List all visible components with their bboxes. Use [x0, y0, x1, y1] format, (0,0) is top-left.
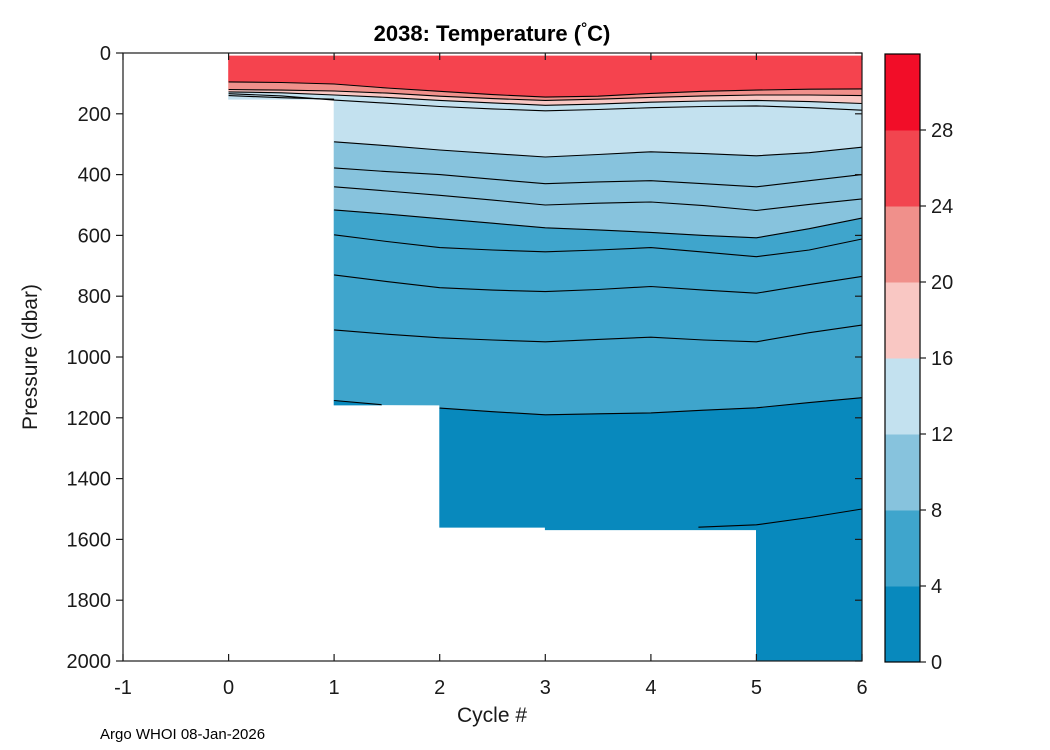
colorbar-tick-label: 8: [931, 500, 942, 522]
x-tick-label: -1: [114, 677, 132, 699]
colorbar-cell-8-12C: [885, 434, 920, 511]
colorbar-tick-label: 24: [931, 196, 953, 218]
colorbar-tick-label: 12: [931, 424, 953, 446]
contour-line-14C: [228, 93, 863, 112]
x-tick-label: 6: [856, 677, 867, 699]
colorbar-cell-24-28C: [885, 130, 920, 207]
x-tick-label: 3: [540, 677, 551, 699]
y-tick-label: 1400: [67, 469, 112, 491]
colorbar-tick-label: 16: [931, 348, 953, 370]
contour-line-6C: [334, 274, 863, 294]
contour-band-0-4C: [439, 397, 863, 662]
contour-band-4-8C: [333, 209, 863, 416]
colorbar-tick-label: 0: [931, 652, 942, 674]
colorbar-cell-0-4C: [885, 586, 920, 663]
contour-line-9C: [334, 186, 863, 212]
annotation-source-date: Argo WHOI 08-Jan-2026: [100, 726, 265, 743]
contour-line-20C: [228, 88, 863, 101]
plot-generated-content: -1 0 1 2 3 4 5 60200400600800100012001400160018…: [67, 43, 954, 699]
colorbar-tick-label: 20: [931, 272, 953, 294]
x-tick-label: 0: [223, 677, 234, 699]
y-tick-label: 400: [78, 165, 111, 187]
contour-line-4C: [439, 397, 863, 416]
contour-line-24C: [228, 81, 863, 98]
contour-line-8C: [334, 209, 863, 239]
colorbar-cell-28-32C: [885, 54, 920, 131]
colorbar-tick-label: 28: [931, 120, 953, 142]
x-axis-label: Cycle #: [457, 704, 527, 727]
y-tick-label: 600: [78, 225, 111, 247]
x-tick-label: 1: [329, 677, 340, 699]
x-tick-label: 5: [751, 677, 762, 699]
y-tick-label: 800: [78, 286, 111, 308]
y-tick-label: 0: [100, 43, 111, 65]
colorbar-cell-16-20C: [885, 282, 920, 359]
contour-line-4C: [334, 399, 382, 406]
colorbar-cell-20-24C: [885, 206, 920, 283]
colorbar-cell-4-8C: [885, 510, 920, 587]
contour-line-13C: [228, 95, 335, 100]
colorbar-cell-12-16C: [885, 358, 920, 435]
y-tick-label: 2000: [67, 651, 112, 673]
plot-title: 2038: Temperature (°C): [374, 20, 611, 46]
contour-line-12C: [334, 141, 863, 158]
x-tick-label: 2: [434, 677, 445, 699]
contour-line-7C: [334, 234, 863, 258]
contour-line-5C: [334, 324, 863, 343]
colorbar-tick-label: 4: [931, 576, 942, 598]
y-tick-label: 1800: [67, 590, 112, 612]
y-tick-label: 1000: [67, 347, 112, 369]
contour-line-3C: [698, 508, 863, 528]
y-tick-label: 1600: [67, 529, 112, 551]
x-tick-label: 4: [645, 677, 656, 699]
contour-line-16C: [228, 91, 863, 106]
y-tick-label: 200: [78, 104, 111, 126]
contour-line-10C: [334, 167, 863, 188]
y-tick-label: 1200: [67, 408, 112, 430]
y-axis-label: Pressure (dbar): [19, 284, 42, 430]
